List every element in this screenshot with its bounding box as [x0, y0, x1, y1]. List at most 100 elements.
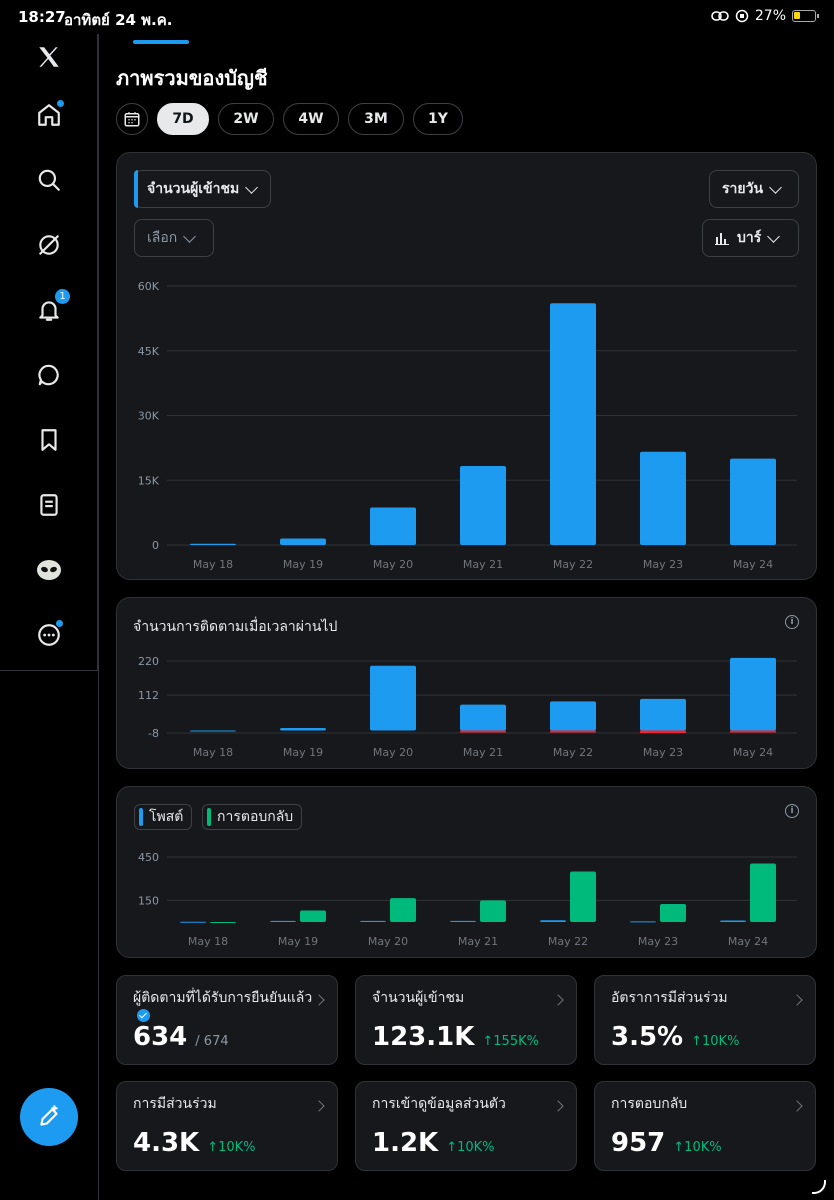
metric-dropdown[interactable]: จำนวนผู้เข้าชม [134, 170, 271, 208]
bar-replies[interactable] [570, 871, 596, 922]
x-tick-label: May 23 [643, 558, 683, 571]
stat-impressions[interactable]: จำนวนผู้เข้าชม 123.1K ↑155K% [355, 975, 577, 1065]
x-logo-icon[interactable] [34, 42, 64, 72]
range-4w-button[interactable]: 4W [283, 103, 339, 135]
range-2w-button[interactable]: 2W [218, 103, 274, 135]
bar-replies[interactable] [300, 910, 326, 922]
bar-replies[interactable] [660, 903, 686, 922]
resize-handle-icon [812, 1180, 826, 1194]
x-tick-label: May 24 [733, 746, 773, 759]
bar-posts[interactable] [720, 920, 746, 922]
x-tick-label: May 18 [193, 558, 233, 571]
bar-posts[interactable] [630, 921, 656, 923]
stat-extra: / 674 [195, 1034, 229, 1049]
bar[interactable] [550, 303, 596, 545]
stat-replies[interactable]: การตอบกลับ 957 ↑10K% [594, 1081, 816, 1171]
y-tick-label: 112 [138, 689, 159, 702]
messages-icon[interactable] [34, 360, 64, 390]
interval-dropdown-label: รายวัน [722, 181, 764, 197]
posts-replies-chart: 150 450 May 18 May 19 May 20 May 21 May 22 May … [138, 851, 797, 948]
bar-unfollows[interactable] [640, 730, 686, 733]
more-icon[interactable] [34, 620, 64, 650]
compare-dropdown[interactable]: เลือก [134, 219, 214, 257]
bar[interactable] [640, 451, 686, 545]
x-tick-label: May 19 [283, 558, 323, 571]
chart-type-dropdown[interactable]: บาร์ [702, 219, 799, 257]
alien-avatar-icon [37, 560, 61, 580]
x-tick-label: May 21 [463, 558, 503, 571]
y-tick-label: 60K [138, 280, 160, 293]
bar-replies[interactable] [480, 900, 506, 922]
info-icon[interactable]: i [785, 804, 799, 818]
bar-unfollows[interactable] [460, 730, 506, 733]
profile-avatar[interactable] [34, 555, 64, 585]
stat-delta: ↑10K% [446, 1140, 495, 1155]
bar-posts[interactable] [180, 921, 206, 923]
grok-icon[interactable] [34, 230, 64, 260]
y-tick-label: 45K [138, 345, 160, 358]
home-icon[interactable] [34, 100, 64, 130]
bar[interactable] [370, 507, 416, 545]
bar-unfollows[interactable] [730, 730, 776, 733]
stat-value: 123.1K ↑155K% [372, 1022, 539, 1052]
x-tick-label: May 22 [553, 746, 593, 759]
stat-engagements[interactable]: การมีส่วนร่วม 4.3K ↑10K% [116, 1081, 338, 1171]
impressions-chart: 0 15K 30K 45K 60K May 18 May 19 May 20 May 21 May… [138, 280, 797, 571]
bar[interactable] [730, 458, 776, 545]
chevron-right-icon [313, 994, 325, 1006]
bar[interactable] [280, 727, 326, 731]
x-tick-label: May 21 [458, 935, 498, 948]
stat-label: อัตราการมีส่วนร่วม [611, 990, 728, 1006]
stat-delta: ↑10K% [673, 1140, 722, 1155]
notifications-badge: 1 [55, 289, 70, 304]
interval-dropdown[interactable]: รายวัน [709, 170, 799, 208]
bar[interactable] [190, 730, 236, 732]
compose-button[interactable] [20, 1088, 78, 1146]
bar-unfollows[interactable] [550, 730, 596, 733]
bar[interactable] [460, 704, 506, 731]
x-tick-label: May 18 [188, 935, 228, 948]
bar-posts[interactable] [270, 920, 296, 922]
bar-chart-icon [715, 233, 729, 245]
bar-replies[interactable] [390, 898, 416, 922]
calendar-button[interactable] [116, 103, 148, 135]
bar-posts[interactable] [540, 920, 566, 922]
bar-posts[interactable] [450, 920, 476, 922]
tab-indicator [133, 40, 189, 44]
legend-posts[interactable]: โพสต์ [134, 804, 193, 830]
y-tick-label: 150 [138, 894, 159, 907]
search-icon[interactable] [34, 165, 64, 195]
range-3m-button[interactable]: 3M [348, 103, 404, 135]
bar[interactable] [460, 466, 506, 545]
bar[interactable] [640, 698, 686, 731]
bar[interactable] [190, 543, 236, 545]
metric-dropdown-label: จำนวนผู้เข้าชม [147, 181, 240, 197]
range-1y-button[interactable]: 1Y [413, 103, 463, 135]
bookmarks-icon[interactable] [34, 425, 64, 455]
range-7d-button[interactable]: 7D [157, 103, 209, 135]
bar[interactable] [550, 701, 596, 731]
stat-value-text: 957 [611, 1128, 666, 1158]
bar[interactable] [730, 657, 776, 731]
bar[interactable] [370, 665, 416, 731]
stat-delta: ↑155K% [482, 1034, 539, 1049]
more-dot [56, 620, 63, 627]
stat-label: จำนวนผู้เข้าชม [372, 990, 465, 1006]
stat-verified-followers[interactable]: ผู้ติดตามที่ได้รับการยืนยันแล้ว 634 / 674 [116, 975, 338, 1065]
stat-label: การตอบกลับ [611, 1096, 688, 1112]
stat-value: 957 ↑10K% [611, 1128, 722, 1158]
chevron-right-icon [791, 1100, 803, 1112]
notifications-icon[interactable]: 1 [34, 289, 70, 325]
stat-engagement-rate[interactable]: อัตราการมีส่วนร่วม 3.5% ↑10K% [594, 975, 816, 1065]
bar-posts[interactable] [360, 920, 386, 922]
legend-replies[interactable]: การตอบกลับ [202, 804, 303, 830]
stat-profile-visits[interactable]: การเข้าดูข้อมูลส่วนตัว 1.2K ↑10K% [355, 1081, 577, 1171]
lists-icon[interactable] [34, 490, 64, 520]
metric-accent [134, 170, 138, 208]
bar-replies[interactable] [750, 863, 776, 923]
bar-replies[interactable] [210, 922, 236, 923]
bar[interactable] [280, 538, 326, 545]
info-icon[interactable]: i [785, 615, 799, 629]
battery-icon [792, 10, 819, 22]
y-tick-label: 450 [138, 851, 159, 864]
